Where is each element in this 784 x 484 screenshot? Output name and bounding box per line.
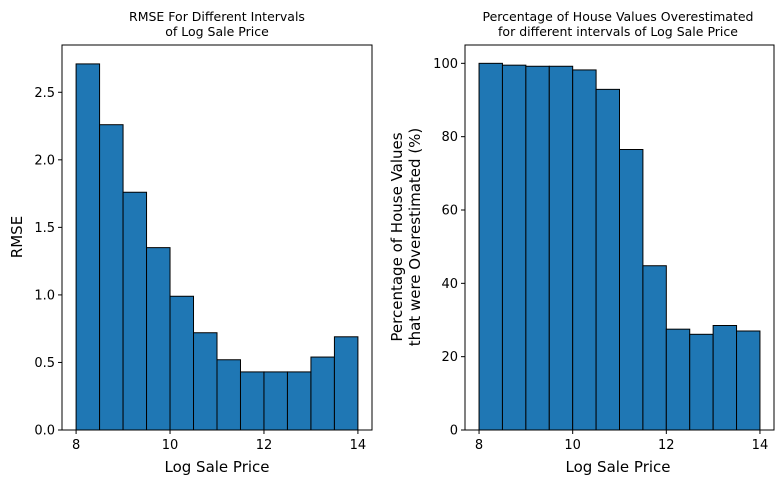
histogram-bar: [712, 325, 738, 431]
histogram-bar: [263, 371, 288, 431]
y-axis-label-line-1: Percentage of House Values: [388, 132, 406, 341]
y-tick-label: 2.5: [34, 86, 55, 101]
histogram-bar: [286, 371, 312, 431]
histogram-bar: [75, 63, 101, 431]
y-axis-label: RMSE: [8, 216, 26, 258]
y-tick-label: 1.0: [34, 288, 55, 303]
chart-title-line-2: of Log Sale Price: [165, 24, 269, 39]
histogram-bar: [525, 65, 550, 431]
x-tick-label: 8: [475, 438, 483, 453]
plot-frame: [464, 44, 775, 431]
x-tick-label: 12: [256, 438, 273, 453]
bar-series: [478, 62, 761, 431]
chart-title-line-1: Percentage of House Values Overestimated: [482, 9, 753, 24]
histogram-bar: [333, 336, 359, 431]
y-tick-label: 0.5: [34, 356, 55, 371]
x-axis-ticks: 8 10 12 14: [72, 430, 366, 453]
y-tick-label: 0: [450, 424, 458, 439]
x-tick-label: 10: [162, 438, 179, 453]
histogram-bar: [478, 62, 503, 431]
y-tick-label: 20: [441, 350, 458, 365]
y-tick-label: 0.0: [34, 424, 55, 439]
y-tick-label: 40: [441, 277, 458, 292]
y-axis-ticks: 0.0 0.5 1.0 1.5 2.0 2.5: [34, 86, 62, 439]
y-tick-label: 2.0: [34, 153, 55, 168]
histogram-bar: [642, 265, 667, 431]
y-tick-label: 1.5: [34, 221, 55, 236]
histogram-bar: [146, 247, 171, 431]
histogram-bar: [216, 359, 241, 431]
histogram-bar: [122, 191, 148, 431]
histogram-bar: [169, 295, 195, 431]
histogram-bar: [736, 330, 761, 431]
chart-title-line-2: for different intervals of Log Sale Pric…: [498, 24, 738, 39]
histogram-bar: [501, 64, 527, 431]
chart-title-line-1: RMSE For Different Intervals: [129, 9, 305, 24]
histogram-bar: [665, 328, 691, 431]
x-tick-label: 8: [72, 438, 80, 453]
histogram-bar: [310, 356, 335, 431]
y-tick-label: 100: [433, 57, 458, 72]
histogram-bar: [193, 332, 218, 431]
x-axis-label: Log Sale Price: [565, 458, 670, 476]
histogram-bar: [548, 65, 574, 431]
x-axis-ticks: 8 10 12 14: [475, 430, 768, 453]
histogram-bar: [595, 88, 620, 431]
overestimated-chart: Percentage of House Values Overestimated…: [388, 9, 775, 476]
x-tick-label: 12: [658, 438, 675, 453]
histogram-bar: [99, 124, 124, 431]
y-axis-ticks: 0 20 40 60 80 100: [433, 57, 465, 439]
y-tick-label: 60: [441, 204, 458, 219]
bar-series: [75, 63, 359, 431]
y-axis-label-line-2: that were Overestimated (%): [406, 128, 424, 347]
histogram-bar: [239, 371, 265, 431]
x-tick-label: 14: [350, 438, 367, 453]
histogram-bar: [619, 149, 644, 431]
x-tick-label: 14: [752, 438, 769, 453]
rmse-chart: RMSE For Different Intervals of Log Sale…: [8, 9, 373, 476]
y-tick-label: 80: [441, 130, 458, 145]
histogram-bar: [689, 333, 714, 431]
x-axis-label: Log Sale Price: [164, 458, 269, 476]
histogram-bar: [572, 69, 597, 431]
plot-frame: [61, 44, 373, 431]
x-tick-label: 10: [564, 438, 581, 453]
